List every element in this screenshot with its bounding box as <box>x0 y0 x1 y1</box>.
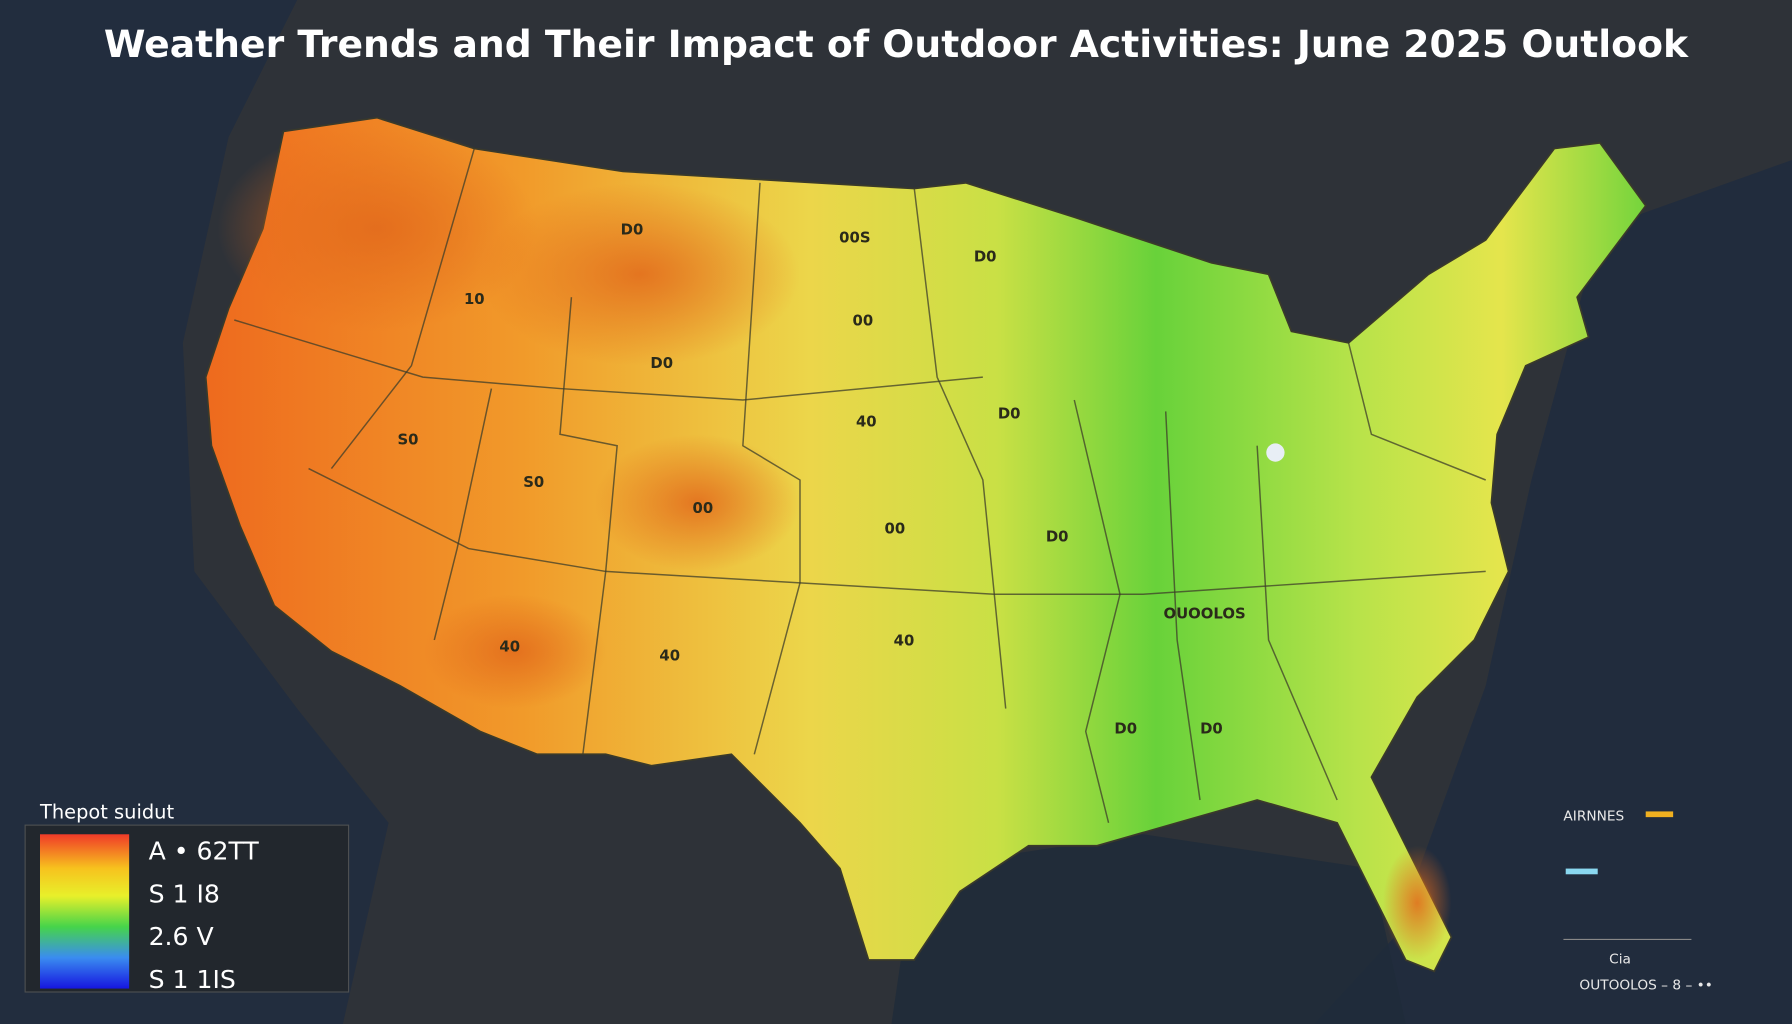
map-label: D0 <box>1114 720 1137 738</box>
map-label: 00 <box>885 520 906 538</box>
map-label: D0 <box>974 248 997 266</box>
legend-label: S 1 1IS <box>149 965 236 994</box>
heat-zone <box>480 182 800 366</box>
map-label: 10 <box>464 290 485 308</box>
legend-color-bar <box>40 834 130 989</box>
map-label: 40 <box>856 412 877 430</box>
map-label: 40 <box>659 647 680 665</box>
legend-title: Thepot suidut <box>39 800 174 823</box>
heat-zone <box>217 125 538 332</box>
map-label: 40 <box>894 632 915 650</box>
inset-swatch <box>1565 868 1598 875</box>
heat-zone <box>1382 845 1452 960</box>
legend-label: 2.6 V <box>149 922 214 951</box>
map-label: S0 <box>523 473 544 491</box>
map-title: Weather Trends and Their Impact of Outdo… <box>104 22 1689 66</box>
map-labels: D0 00S D0 10 00 D0 40 D0 S0 S0 00 00 D0 OUOOLOS 40 40 40… <box>397 220 1245 737</box>
inset-label: Cia <box>1609 951 1631 967</box>
map-label: D0 <box>1200 720 1223 738</box>
map-label: D0 <box>621 220 644 238</box>
inset-label: OUTOOLOS – 8 – •• <box>1579 978 1712 994</box>
legend: Thepot suidut A • 62TT S 1 I8 2.6 V S 1 1IS <box>24 800 350 994</box>
legend-items: A • 62TT S 1 I8 2.6 V S 1 1IS <box>149 836 260 994</box>
legend-label: A • 62TT <box>149 836 260 865</box>
map-label: 00 <box>693 499 714 517</box>
inset-legend: AIRNNES Cia OUTOOLOS – 8 – •• <box>1563 809 1712 994</box>
inset-swatch <box>1645 811 1674 818</box>
inset-title: AIRNNES <box>1563 809 1624 825</box>
map-label: 00 <box>853 312 874 330</box>
ocean-east <box>1314 160 1792 1024</box>
map-label: 40 <box>499 637 520 655</box>
gulf <box>891 834 1406 1024</box>
heat-zone <box>594 434 800 572</box>
map-label: OUOOLOS <box>1163 604 1245 622</box>
map-label: S0 <box>397 431 418 449</box>
city-marker <box>1266 443 1285 462</box>
heat-zone <box>422 594 606 709</box>
map-label: D0 <box>650 354 673 372</box>
state-borders <box>234 148 1486 824</box>
ocean-west <box>0 0 389 1024</box>
map-label: D0 <box>1046 528 1069 546</box>
legend-label: S 1 I8 <box>149 879 220 908</box>
map-label: D0 <box>998 404 1021 422</box>
map-label: 00S <box>839 228 870 246</box>
